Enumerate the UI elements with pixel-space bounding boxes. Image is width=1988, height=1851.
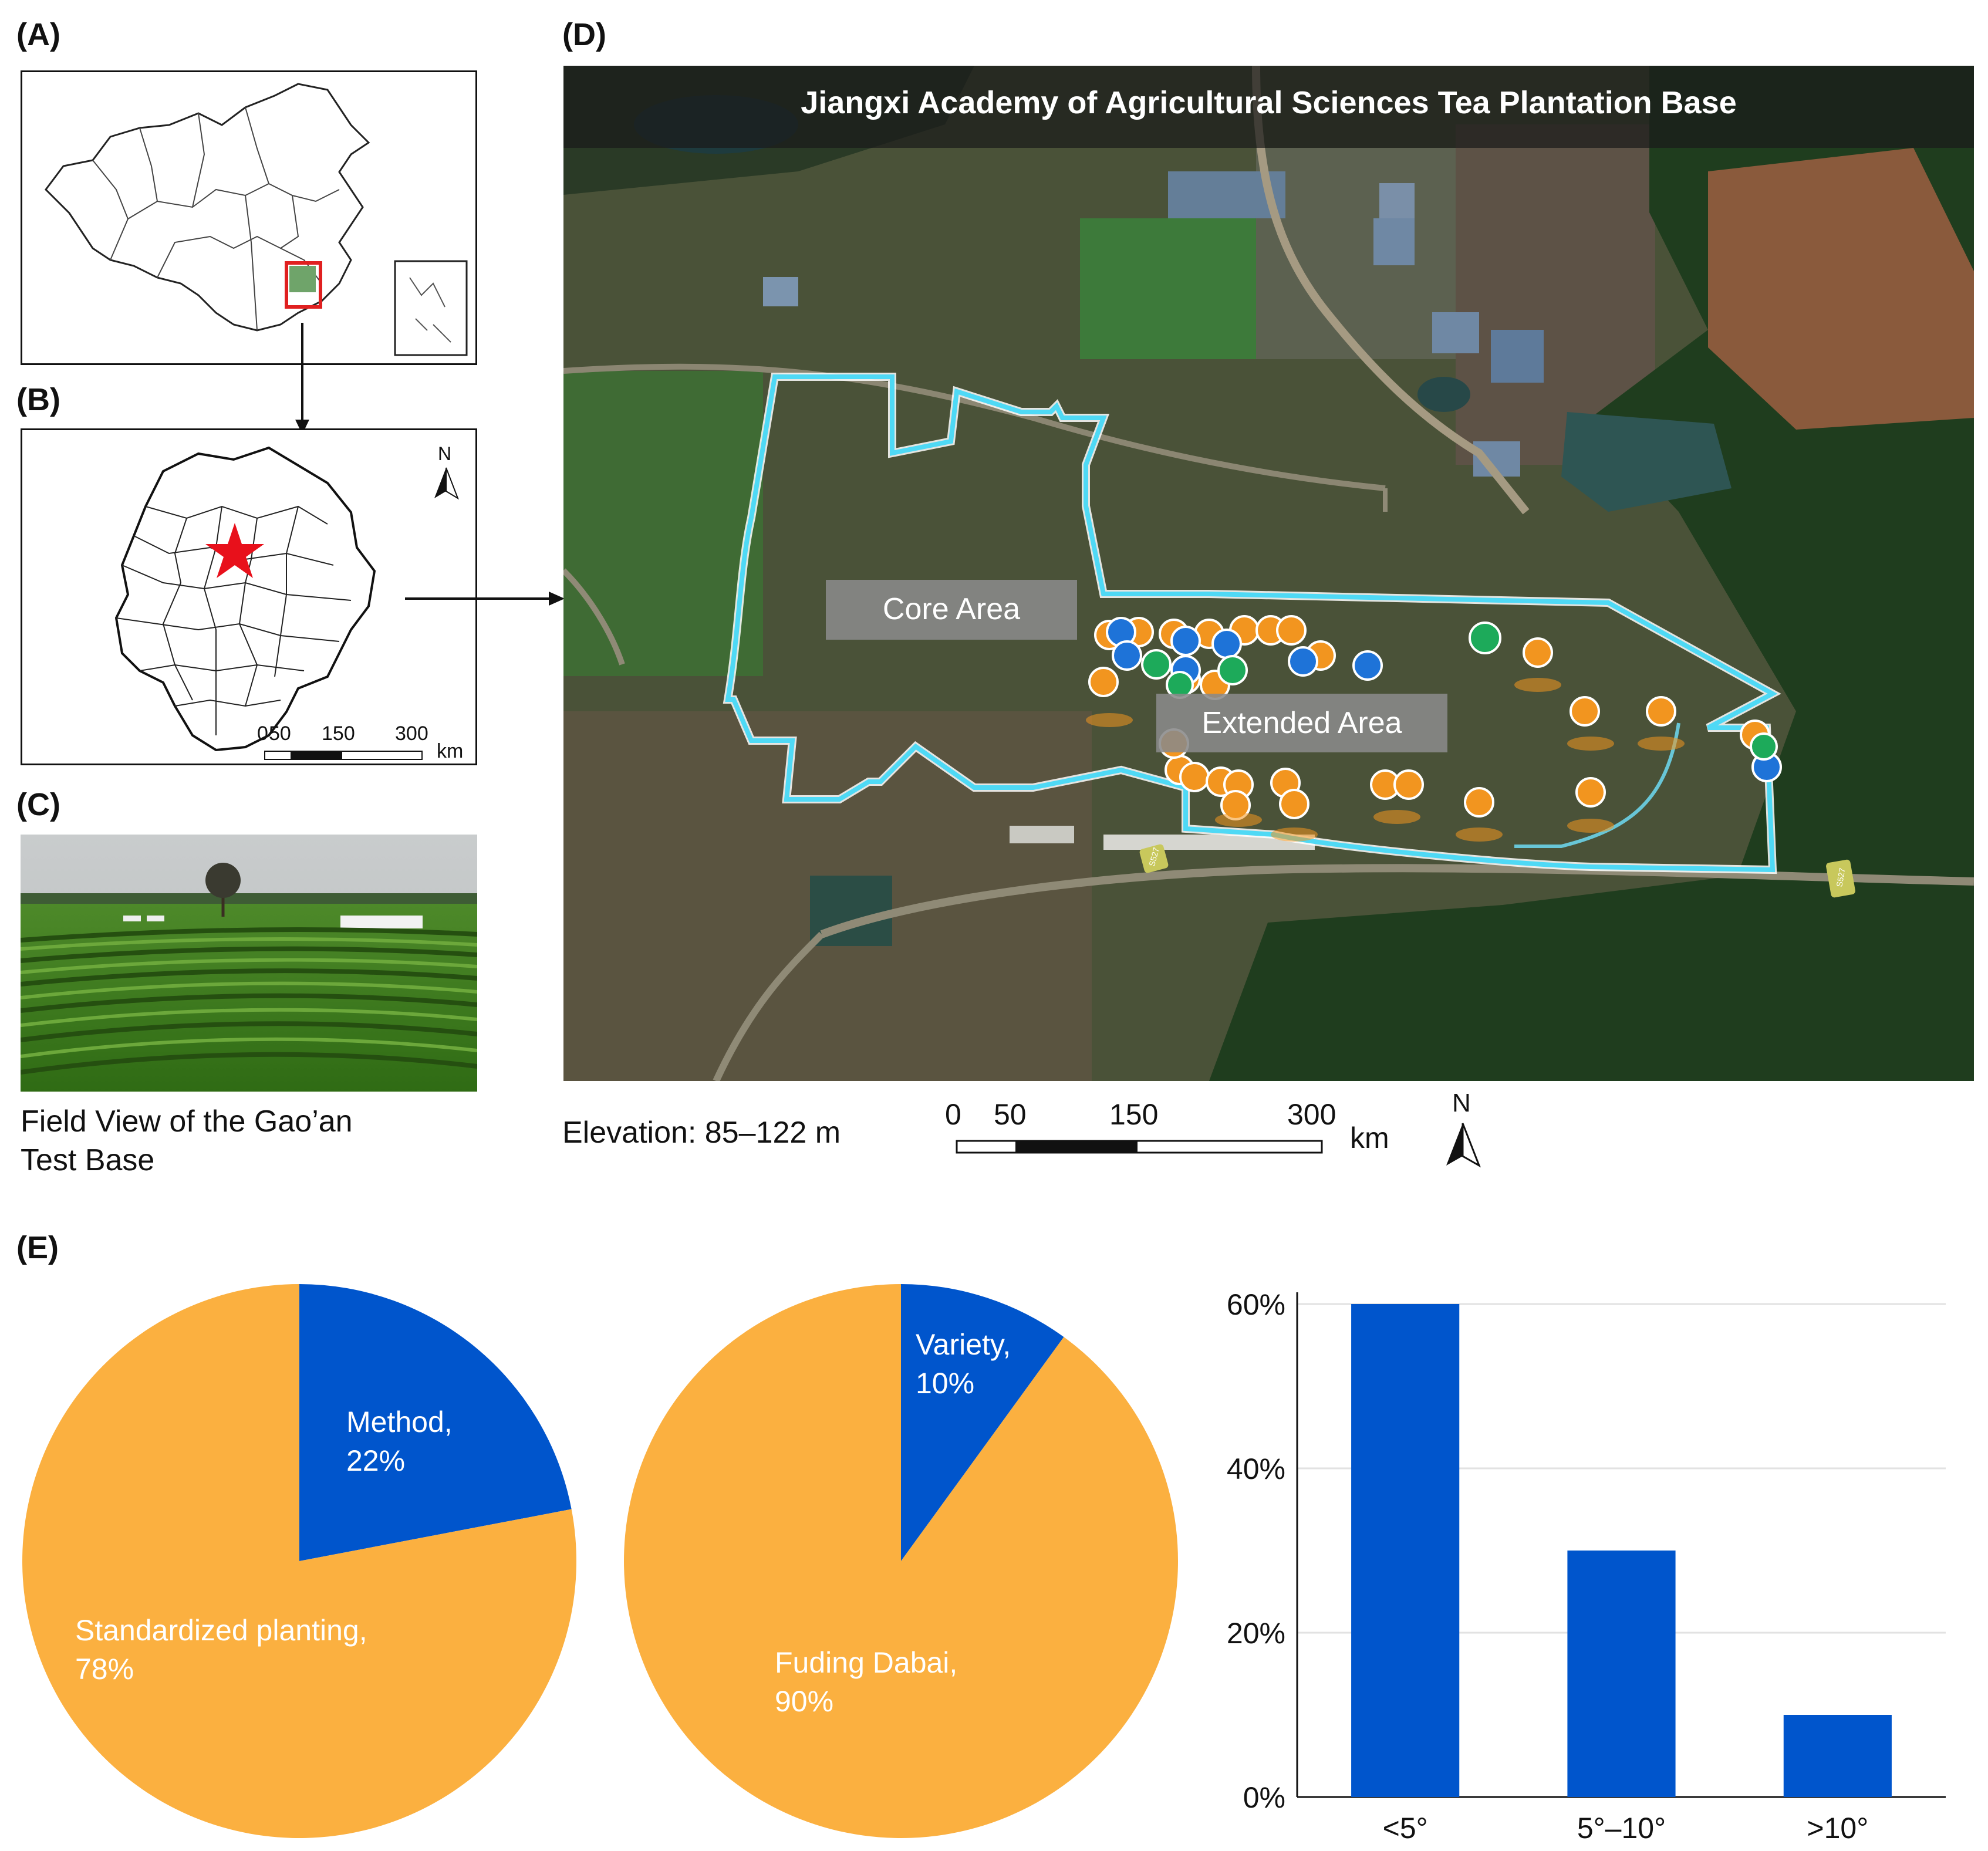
china-map [45, 83, 468, 356]
north-label-d: N [1452, 1089, 1471, 1117]
scale-tick-0-d: 0 [945, 1098, 961, 1131]
bar-xtick-label-2: >10° [1807, 1812, 1868, 1845]
pie2-pct-fuding: 90% [775, 1685, 833, 1718]
pie2-slice-0 [901, 1284, 1064, 1561]
pie-chart-method: Method, 22% Standardized planting, 78% [22, 1284, 577, 1838]
elevation-label: Elevation: 85–122 m [562, 1116, 841, 1150]
field-caption-line1: Field View of the Gao’an [21, 1104, 353, 1139]
north-arrow-d [1446, 1123, 1481, 1168]
satellite-map: Jiangxi Academy of Agricultural Sciences… [563, 66, 1974, 1081]
panel-label-a: (A) [16, 17, 60, 52]
map-title: Jiangxi Academy of Agricultural Sciences… [801, 85, 1737, 120]
pie1-pct-standardized: 78% [75, 1653, 134, 1686]
pie1-slice-0 [299, 1284, 572, 1561]
china-map-panel [21, 70, 477, 365]
bar-xtick-label-1: 5°–10° [1577, 1812, 1666, 1845]
panel-label-d: (D) [562, 17, 606, 52]
panel-label-e: (E) [16, 1230, 59, 1265]
bar-0 [1351, 1304, 1460, 1797]
arrow-b-to-d [405, 592, 565, 606]
pie2-pct-variety: 10% [916, 1367, 974, 1400]
bar-ytick-label: 40% [1227, 1453, 1285, 1485]
pie2-slice-1 [624, 1284, 1178, 1838]
scale-bar-d [956, 1140, 1323, 1154]
scale-unit-d: km [1350, 1122, 1389, 1154]
panel-label-c: (C) [16, 787, 60, 822]
pie1-label-standardized: Standardized planting, [75, 1614, 367, 1647]
field-photo [21, 835, 477, 1092]
bar-ytick-label: 20% [1227, 1617, 1285, 1650]
field-caption-line2: Test Base [21, 1143, 155, 1177]
marker-cluster [1086, 615, 1782, 842]
pie2-label-variety: Variety, [916, 1328, 1011, 1361]
bar-2 [1783, 1715, 1892, 1797]
pie-chart-variety: Variety, 10% Fuding Dabai, 90% [624, 1284, 1178, 1838]
bar-xtick-label-0: <5° [1383, 1812, 1428, 1845]
scale-tick-150-d: 150 [1109, 1098, 1159, 1131]
core-area-label: Core Area [882, 592, 1021, 626]
bar-1 [1567, 1551, 1676, 1797]
jiangxi-map-panel: N 0 50 150 300 km [21, 428, 477, 765]
north-arrow-b [434, 467, 459, 500]
pie2-label-fuding: Fuding Dabai, [775, 1646, 957, 1679]
arrow-a-to-b [295, 323, 309, 434]
bar-ytick-label: 60% [1227, 1288, 1285, 1321]
pie1-pct-method: 22% [346, 1444, 405, 1477]
scale-tick-0-b: 0 [257, 722, 268, 745]
scale-tick-300-b: 300 [395, 722, 428, 745]
pie1-slice-1 [22, 1284, 577, 1838]
jiangxi-map [114, 446, 376, 752]
north-label-b: N [438, 443, 452, 464]
extended-area-label: Extended Area [1201, 706, 1402, 740]
bar-ytick-label: 0% [1243, 1781, 1285, 1814]
scale-tick-50-b: 50 [269, 722, 291, 745]
bar-chart-slope: 0% 20% 40% 60% <5° 5°–10° >10° [1227, 1288, 1946, 1845]
pie1-label-method: Method, [346, 1406, 453, 1438]
scale-bar-b [264, 751, 423, 760]
scale-tick-300-d: 300 [1287, 1098, 1336, 1131]
scale-tick-50-d: 50 [994, 1098, 1027, 1131]
scale-unit-b: km [437, 740, 464, 762]
panel-label-b: (B) [16, 382, 60, 417]
scale-tick-150-b: 150 [322, 722, 355, 745]
